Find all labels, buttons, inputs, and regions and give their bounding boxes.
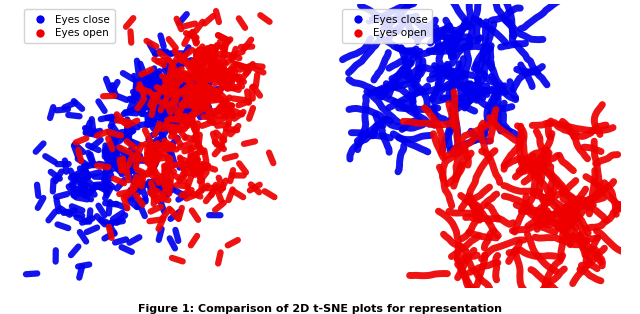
Text: Figure 1: Comparison of 2D t-SNE plots for representation: Figure 1: Comparison of 2D t-SNE plots f… — [138, 304, 502, 314]
Legend: Eyes close, Eyes open: Eyes close, Eyes open — [24, 9, 115, 43]
Legend: Eyes close, Eyes open: Eyes close, Eyes open — [342, 9, 433, 43]
